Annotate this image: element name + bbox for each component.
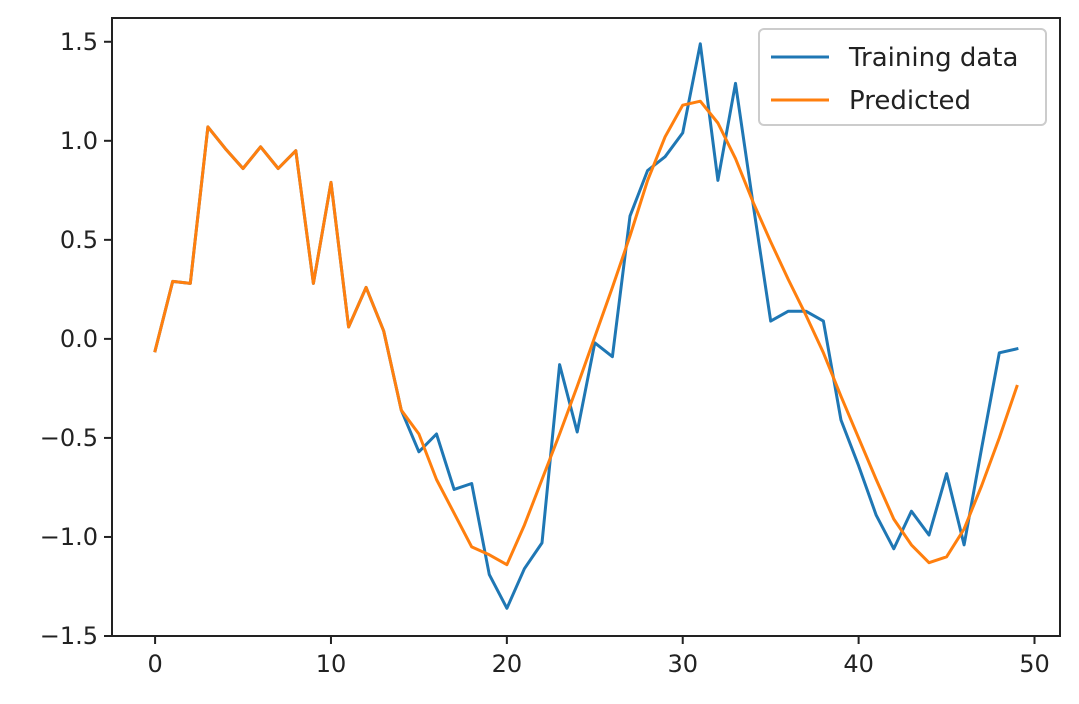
x-tick-label: 40	[843, 650, 874, 678]
x-tick-label: 0	[147, 650, 162, 678]
x-tick-label: 50	[1019, 650, 1050, 678]
series-line-training-data	[153, 42, 1019, 610]
x-tick-label: 10	[316, 650, 347, 678]
y-tick-label: 0.0	[60, 325, 98, 353]
x-tick-label: 20	[492, 650, 523, 678]
y-tick-label: 1.0	[60, 127, 98, 155]
x-tick-label: 30	[667, 650, 698, 678]
plot-frame	[111, 17, 1061, 637]
legend: Training data Predicted	[758, 28, 1047, 126]
y-tick-label: −1.0	[40, 523, 98, 551]
series-line-predicted	[153, 99, 1019, 567]
plot-area	[153, 42, 1019, 610]
legend-label: Training data	[848, 43, 1018, 73]
y-tick-label: −1.5	[40, 622, 98, 650]
y-tick-label: 1.5	[60, 28, 98, 56]
y-axis: −1.5 −1.0 −0.5 0.0 0.5 1.0 1.5	[40, 28, 112, 650]
legend-box	[758, 28, 1047, 126]
x-axis: 0 10 20 30 40 50	[147, 636, 1050, 678]
y-tick-label: −0.5	[40, 424, 98, 452]
y-tick-label: 0.5	[60, 226, 98, 254]
legend-label: Predicted	[849, 86, 971, 116]
